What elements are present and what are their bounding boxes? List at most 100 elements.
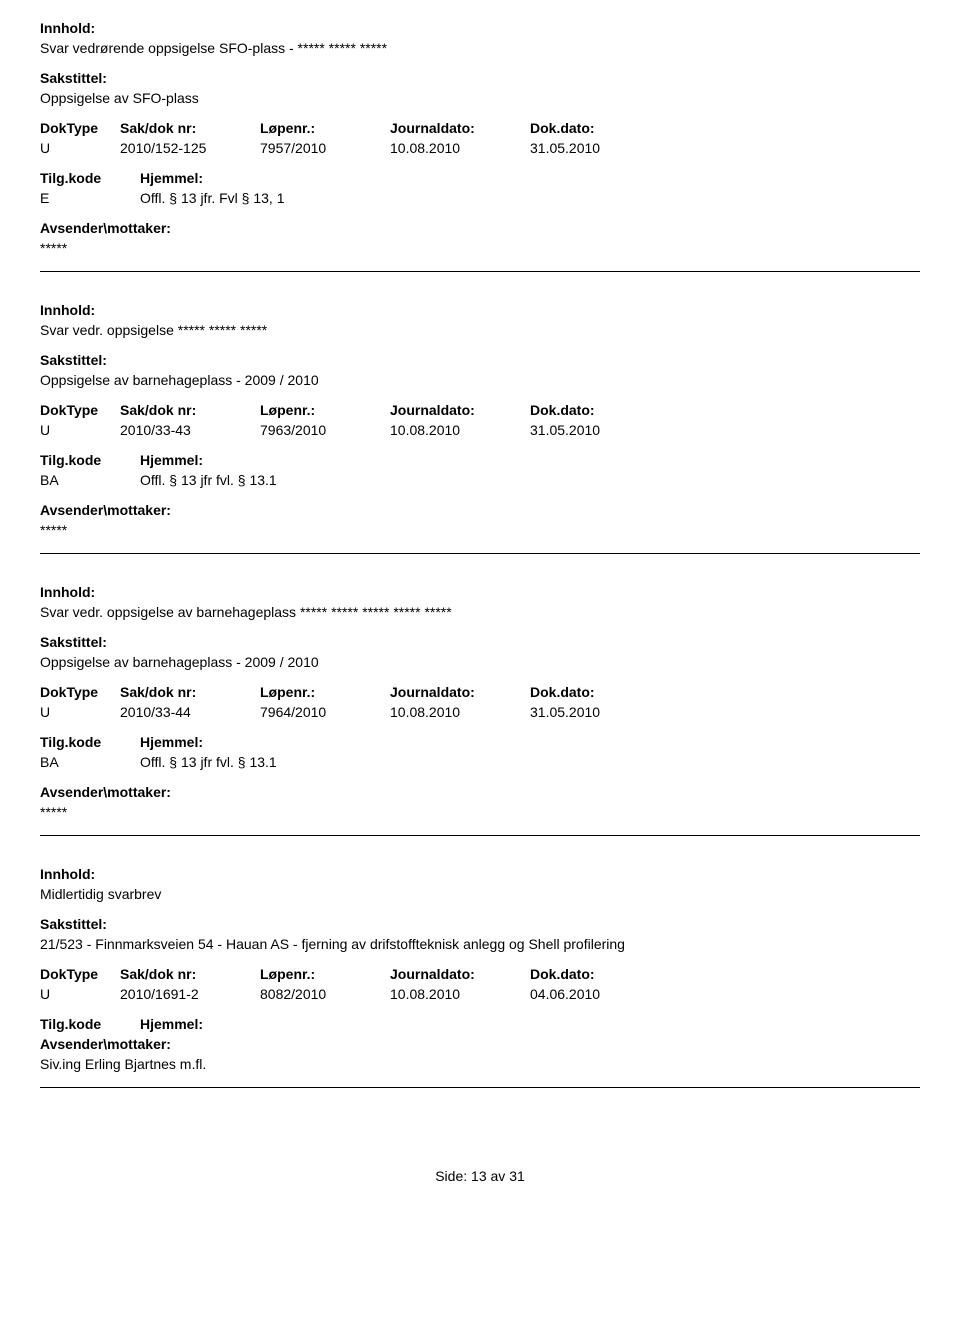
avsender-label: Avsender\mottaker:: [40, 220, 920, 236]
journaldato-value: 10.08.2010: [390, 986, 530, 1002]
doktype-value: U: [40, 422, 120, 438]
tilg-header: Tilg.kode Hjemmel:: [40, 452, 920, 468]
journaldato-label: Journaldato:: [390, 120, 530, 136]
sakdoknr-value: 2010/33-44: [120, 704, 260, 720]
lopenr-value: 7963/2010: [260, 422, 390, 438]
dokdato-value: 31.05.2010: [530, 704, 670, 720]
dokdato-label: Dok.dato:: [530, 966, 670, 982]
journal-entry: Innhold: Svar vedrørende oppsigelse SFO-…: [40, 20, 920, 272]
avsender-value: *****: [40, 522, 920, 538]
sakstittel-value: Oppsigelse av SFO-plass: [40, 90, 920, 106]
journaldato-label: Journaldato:: [390, 684, 530, 700]
avsender-label: Avsender\mottaker:: [40, 1036, 920, 1052]
hjemmel-value: Offl. § 13 jfr fvl. § 13.1: [140, 754, 920, 770]
entry-divider: [40, 553, 920, 554]
sakdoknr-label: Sak/dok nr:: [120, 684, 260, 700]
journal-entry: Innhold: Svar vedr. oppsigelse ***** ***…: [40, 302, 920, 554]
row-header: DokType Sak/dok nr: Løpenr.: Journaldato…: [40, 120, 920, 136]
row-header: DokType Sak/dok nr: Løpenr.: Journaldato…: [40, 966, 920, 982]
doktype-label: DokType: [40, 684, 120, 700]
hjemmel-label: Hjemmel:: [140, 452, 920, 468]
doktype-label: DokType: [40, 402, 120, 418]
row-header: DokType Sak/dok nr: Løpenr.: Journaldato…: [40, 684, 920, 700]
tilgkode-value: E: [40, 190, 140, 206]
dokdato-label: Dok.dato:: [530, 684, 670, 700]
side-label: Side:: [435, 1168, 467, 1184]
tilgkode-label: Tilg.kode: [40, 170, 140, 186]
tilgkode-label: Tilg.kode: [40, 452, 140, 468]
innhold-label: Innhold:: [40, 20, 920, 36]
avsender-value: Siv.ing Erling Bjartnes m.fl.: [40, 1056, 920, 1072]
lopenr-label: Løpenr.:: [260, 120, 390, 136]
sakstittel-value: 21/523 - Finnmarksveien 54 - Hauan AS - …: [40, 936, 920, 952]
dokdato-value: 31.05.2010: [530, 140, 670, 156]
hjemmel-value: Offl. § 13 jfr fvl. § 13.1: [140, 472, 920, 488]
lopenr-label: Løpenr.:: [260, 684, 390, 700]
avsender-value: *****: [40, 804, 920, 820]
lopenr-value: 8082/2010: [260, 986, 390, 1002]
row-header: DokType Sak/dok nr: Løpenr.: Journaldato…: [40, 402, 920, 418]
doktype-value: U: [40, 986, 120, 1002]
dokdato-value: 04.06.2010: [530, 986, 670, 1002]
sakstittel-value: Oppsigelse av barnehageplass - 2009 / 20…: [40, 372, 920, 388]
page-total: 31: [509, 1168, 525, 1184]
journaldato-label: Journaldato:: [390, 402, 530, 418]
innhold-value: Svar vedr. oppsigelse av barnehageplass …: [40, 604, 920, 620]
journaldato-label: Journaldato:: [390, 966, 530, 982]
row-values: U 2010/33-43 7963/2010 10.08.2010 31.05.…: [40, 422, 920, 438]
journaldato-value: 10.08.2010: [390, 140, 530, 156]
page-current: 13: [471, 1168, 487, 1184]
avsender-label: Avsender\mottaker:: [40, 784, 920, 800]
sakdoknr-label: Sak/dok nr:: [120, 120, 260, 136]
tilgkode-label: Tilg.kode: [40, 734, 140, 750]
entry-divider: [40, 835, 920, 836]
avsender-value: *****: [40, 240, 920, 256]
sakdoknr-label: Sak/dok nr:: [120, 402, 260, 418]
tilg-header: Tilg.kode Hjemmel:: [40, 1016, 920, 1032]
doktype-value: U: [40, 140, 120, 156]
lopenr-value: 7964/2010: [260, 704, 390, 720]
lopenr-label: Løpenr.:: [260, 402, 390, 418]
page-footer: Side: 13 av 31: [40, 1168, 920, 1184]
dokdato-label: Dok.dato:: [530, 402, 670, 418]
hjemmel-label: Hjemmel:: [140, 1016, 920, 1032]
row-values: U 2010/1691-2 8082/2010 10.08.2010 04.06…: [40, 986, 920, 1002]
innhold-value: Midlertidig svarbrev: [40, 886, 920, 902]
sakdoknr-value: 2010/152-125: [120, 140, 260, 156]
sakstittel-label: Sakstittel:: [40, 352, 920, 368]
entry-divider: [40, 1087, 920, 1088]
journal-entry: Innhold: Svar vedr. oppsigelse av barneh…: [40, 584, 920, 836]
sakdoknr-value: 2010/33-43: [120, 422, 260, 438]
tilgkode-value: BA: [40, 472, 140, 488]
innhold-value: Svar vedr. oppsigelse ***** ***** *****: [40, 322, 920, 338]
journaldato-value: 10.08.2010: [390, 422, 530, 438]
avsender-label: Avsender\mottaker:: [40, 502, 920, 518]
journal-entry: Innhold: Midlertidig svarbrev Sakstittel…: [40, 866, 920, 1088]
sakdoknr-value: 2010/1691-2: [120, 986, 260, 1002]
dokdato-value: 31.05.2010: [530, 422, 670, 438]
tilg-values: BA Offl. § 13 jfr fvl. § 13.1: [40, 754, 920, 770]
hjemmel-label: Hjemmel:: [140, 734, 920, 750]
tilg-values: BA Offl. § 13 jfr fvl. § 13.1: [40, 472, 920, 488]
hjemmel-value: Offl. § 13 jfr. Fvl § 13, 1: [140, 190, 920, 206]
innhold-label: Innhold:: [40, 584, 920, 600]
lopenr-value: 7957/2010: [260, 140, 390, 156]
entry-divider: [40, 271, 920, 272]
av-label: av: [491, 1168, 506, 1184]
journaldato-value: 10.08.2010: [390, 704, 530, 720]
tilg-header: Tilg.kode Hjemmel:: [40, 734, 920, 750]
tilg-header: Tilg.kode Hjemmel:: [40, 170, 920, 186]
sakstittel-label: Sakstittel:: [40, 70, 920, 86]
row-values: U 2010/152-125 7957/2010 10.08.2010 31.0…: [40, 140, 920, 156]
innhold-label: Innhold:: [40, 866, 920, 882]
hjemmel-label: Hjemmel:: [140, 170, 920, 186]
doktype-label: DokType: [40, 966, 120, 982]
dokdato-label: Dok.dato:: [530, 120, 670, 136]
tilgkode-label: Tilg.kode: [40, 1016, 140, 1032]
tilgkode-value: BA: [40, 754, 140, 770]
sakstittel-label: Sakstittel:: [40, 634, 920, 650]
sakstittel-value: Oppsigelse av barnehageplass - 2009 / 20…: [40, 654, 920, 670]
sakstittel-label: Sakstittel:: [40, 916, 920, 932]
doktype-label: DokType: [40, 120, 120, 136]
innhold-value: Svar vedrørende oppsigelse SFO-plass - *…: [40, 40, 920, 56]
